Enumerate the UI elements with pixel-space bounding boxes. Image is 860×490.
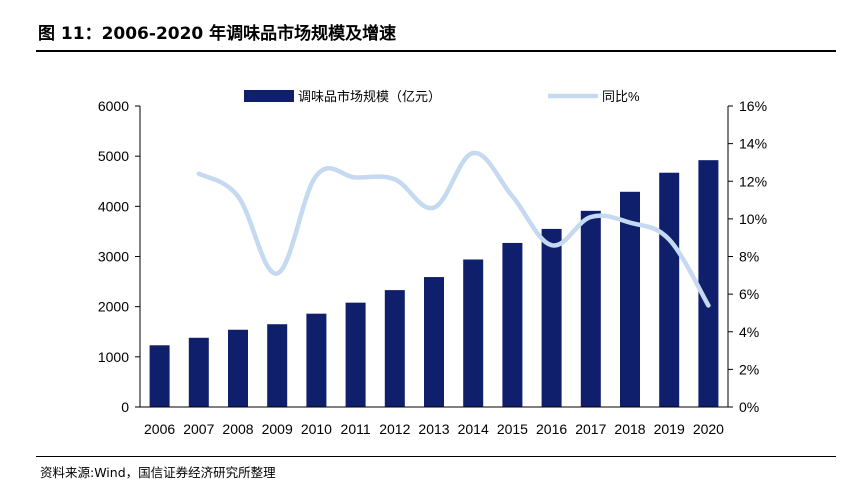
bar-2007 <box>188 337 209 407</box>
x-tick-label: 2020 <box>693 421 724 437</box>
bar-2019 <box>659 172 680 407</box>
right-tick-label: 6% <box>739 286 759 302</box>
right-tick-label: 10% <box>739 211 767 227</box>
right-tick-label: 4% <box>739 324 759 340</box>
bar-2020 <box>698 160 719 407</box>
right-tick-label: 2% <box>739 361 759 377</box>
right-tick-label: 8% <box>739 249 759 265</box>
source-divider <box>36 456 836 457</box>
bar-2013 <box>424 277 444 407</box>
figure-header: 图 11：2006-2020 年调味品市场规模及增速 <box>36 10 836 52</box>
right-tick-label: 0% <box>739 399 759 415</box>
left-tick-label: 0 <box>121 399 129 415</box>
legend-label-market-size: 调味品市场规模（亿元） <box>298 89 441 104</box>
x-tick-label: 2013 <box>418 421 449 437</box>
x-tick-label: 2015 <box>497 421 528 437</box>
x-tick-label: 2012 <box>379 421 410 437</box>
x-tick-label: 2018 <box>614 421 645 437</box>
bar-series <box>149 160 719 407</box>
right-tick-label: 14% <box>739 136 767 152</box>
bar-2006 <box>149 345 170 407</box>
legend: 调味品市场规模（亿元） 同比% <box>244 89 640 104</box>
bar-2012 <box>384 290 405 407</box>
x-tick-label: 2008 <box>222 421 253 437</box>
axes: 0 1000 2000 3000 4000 5000 6000 0% 2% 4% 6% 8% 10% 12… <box>98 98 767 437</box>
bar-2016 <box>541 228 562 407</box>
bar-2015 <box>502 242 523 407</box>
title-divider <box>36 50 836 52</box>
x-tick-label: 2007 <box>183 421 214 437</box>
combo-chart: 0 1000 2000 3000 4000 5000 6000 0% 2% 4% 6% 8% 10% 12… <box>98 89 767 437</box>
x-tick-label: 2019 <box>654 421 685 437</box>
x-tick-label: 2006 <box>144 421 175 437</box>
x-tick-label: 2010 <box>301 421 332 437</box>
x-tick-label: 2016 <box>536 421 567 437</box>
source-note: 资料来源:Wind，国信证券经济研究所整理 <box>40 465 276 480</box>
left-tick-label: 6000 <box>98 98 129 114</box>
legend-label-yoy: 同比% <box>602 89 640 104</box>
x-tick-label: 2017 <box>575 421 606 437</box>
left-tick-label: 1000 <box>98 349 129 365</box>
bar-2014 <box>463 259 484 407</box>
figure-title: 图 11：2006-2020 年调味品市场规模及增速 <box>38 24 397 44</box>
yoy-growth-line <box>196 150 711 308</box>
x-tick-label: 2011 <box>341 421 371 437</box>
left-tick-label: 4000 <box>98 198 129 214</box>
right-tick-label: 12% <box>739 173 767 189</box>
bar-2011 <box>345 302 366 407</box>
bar-2009 <box>267 324 288 407</box>
left-tick-label: 5000 <box>98 148 129 164</box>
left-tick-label: 3000 <box>98 249 129 265</box>
x-tick-label: 2009 <box>262 421 293 437</box>
x-tick-label: 2014 <box>458 421 489 437</box>
left-tick-label: 2000 <box>98 299 129 315</box>
bar-2018 <box>620 191 640 407</box>
bar-2008 <box>228 329 248 407</box>
right-tick-label: 16% <box>739 98 767 114</box>
bar-2017 <box>580 210 601 407</box>
bar-2010 <box>306 313 327 407</box>
line-series <box>196 150 711 308</box>
legend-swatch-bar <box>244 90 294 102</box>
